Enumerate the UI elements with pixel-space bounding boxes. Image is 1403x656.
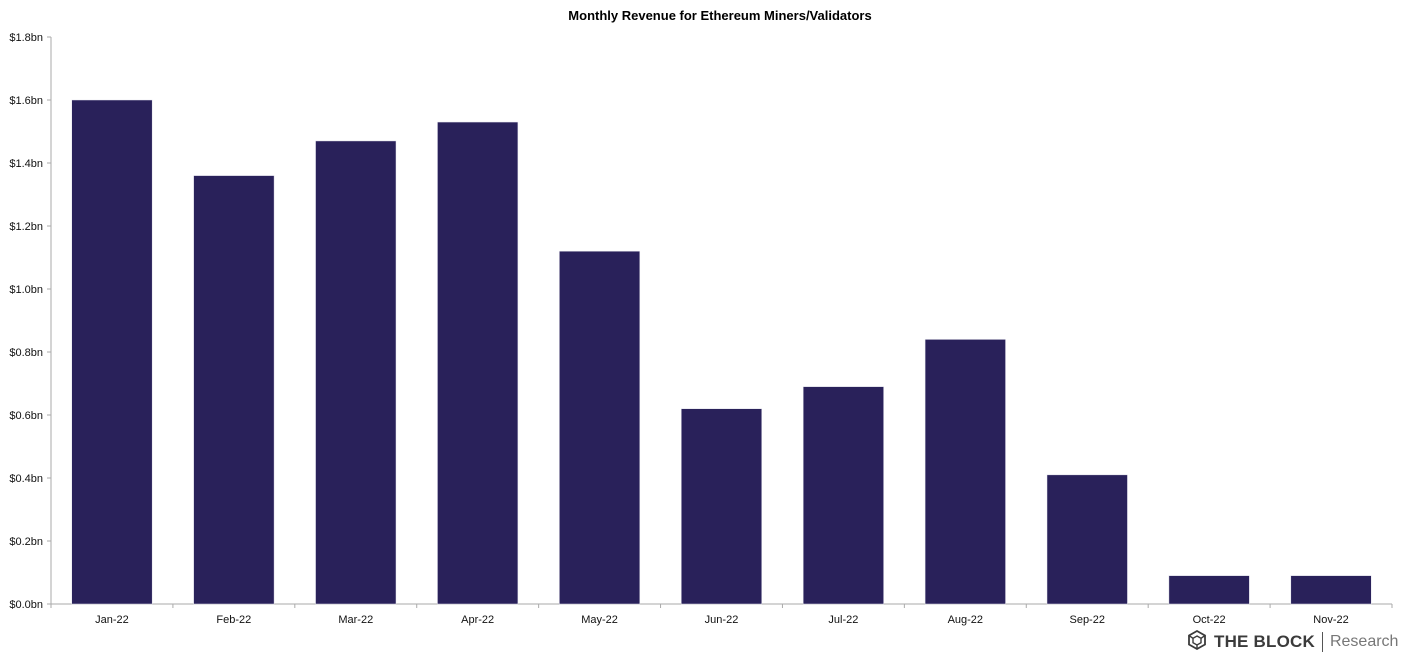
bar-sep-22	[1046, 474, 1128, 605]
bar-mar-22	[315, 140, 397, 605]
bar-nov-22	[1290, 575, 1372, 605]
bar-may-22	[559, 250, 641, 605]
x-tick-label: Jan-22	[95, 614, 129, 626]
x-tick-label: Feb-22	[216, 614, 251, 626]
x-tick-label: Mar-22	[338, 614, 373, 626]
y-tick-label: $0.6bn	[9, 410, 43, 422]
bar-feb-22	[193, 175, 275, 605]
brand-divider	[1321, 632, 1323, 652]
bar-apr-22	[437, 121, 519, 605]
chart-title: Monthly Revenue for Ethereum Miners/Vali…	[568, 8, 871, 23]
brand-subtitle: Research	[1329, 633, 1399, 650]
x-tick-label: Nov-22	[1313, 614, 1348, 626]
bar-aug-22	[924, 339, 1006, 605]
y-tick-label: $1.2bn	[9, 221, 43, 233]
cube-logo-icon	[1186, 629, 1208, 656]
x-tick-label: Jun-22	[705, 614, 739, 626]
x-tick-label: Jul-22	[828, 614, 858, 626]
bar-oct-22	[1168, 575, 1250, 605]
x-tick-label: Aug-22	[948, 614, 983, 626]
x-axis: Jan-22 Feb-22 Mar-22 Apr-22 May-22 Jun-22 Jul-…	[50, 603, 1393, 626]
bars	[71, 99, 1372, 605]
x-tick-label: Oct-22	[1193, 614, 1226, 626]
x-tick-label: May-22	[581, 614, 618, 626]
brand-name: THE BLOCK	[1214, 632, 1315, 651]
y-tick-label: $1.6bn	[9, 95, 43, 107]
x-tick-label: Apr-22	[461, 614, 494, 626]
bar-jan-22	[71, 99, 153, 605]
x-tick-label: Sep-22	[1069, 614, 1104, 626]
bar-jun-22	[681, 408, 762, 605]
y-tick-label: $1.8bn	[9, 32, 43, 44]
y-tick-label: $0.8bn	[9, 347, 43, 359]
bar-jul-22	[802, 386, 884, 605]
y-tick-label: $0.2bn	[9, 536, 43, 548]
y-tick-label: $0.0bn	[9, 599, 43, 611]
y-tick-label: $1.4bn	[9, 158, 43, 170]
brand-watermark: THE BLOCK Research	[1186, 629, 1398, 655]
y-tick-label: $1.0bn	[9, 284, 43, 296]
y-axis: $0.0bn $0.2bn $0.4bn $0.6bn $0.8bn $1.0bn $1.2…	[9, 32, 52, 611]
y-tick-label: $0.4bn	[9, 473, 43, 485]
